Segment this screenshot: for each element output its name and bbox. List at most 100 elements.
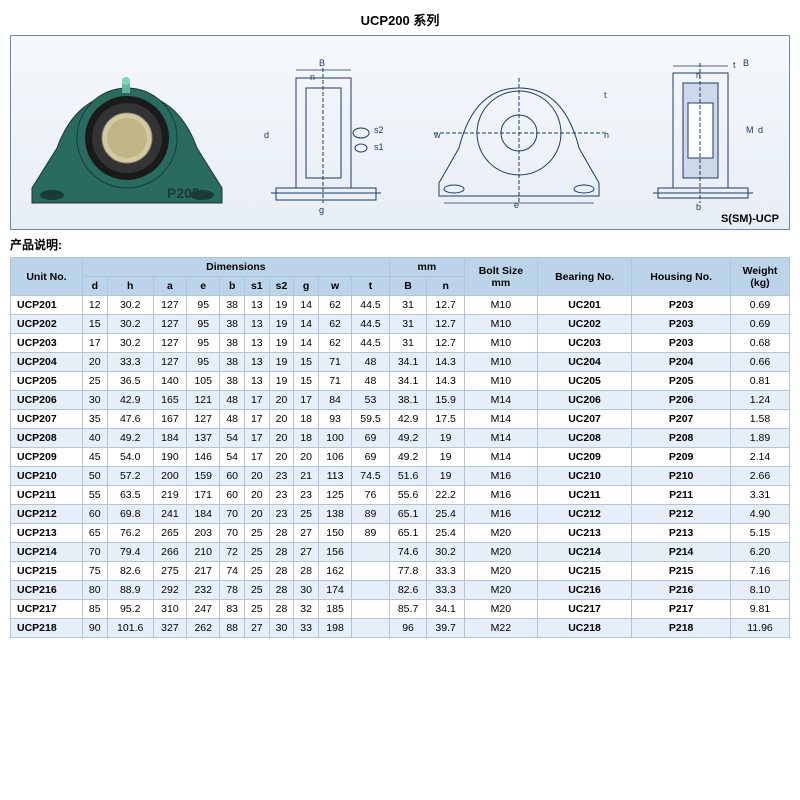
col-a: a (153, 277, 186, 296)
cell-B: 49.2 (389, 429, 427, 448)
table-row: UCP2147079.42662107225282715674.630.2M20… (11, 543, 790, 562)
cell-a: 190 (153, 448, 186, 467)
cell-housing: P207 (632, 410, 731, 429)
cell-d: 30 (82, 391, 107, 410)
cell-bolt: M16 (464, 467, 537, 486)
cell-bearing: UC212 (537, 505, 631, 524)
cell-g: 17 (294, 391, 319, 410)
schematic-side: h t e a w (424, 48, 614, 218)
cell-s1: 17 (245, 429, 270, 448)
cell-B: 82.6 (389, 581, 427, 600)
cell-s1: 25 (245, 581, 270, 600)
cell-n: 19 (427, 448, 465, 467)
cell-B: 65.1 (389, 505, 427, 524)
cell-h: 82.6 (107, 562, 153, 581)
cell-e: 203 (187, 524, 220, 543)
cell-bolt: M10 (464, 353, 537, 372)
cell-B: 74.6 (389, 543, 427, 562)
cell-e: 127 (187, 410, 220, 429)
cell-a: 127 (153, 296, 186, 315)
cell-a: 310 (153, 600, 186, 619)
cell-s1: 25 (245, 562, 270, 581)
cell-bearing: UC208 (537, 429, 631, 448)
cell-bearing: UC211 (537, 486, 631, 505)
cell-a: 140 (153, 372, 186, 391)
cell-a: 127 (153, 353, 186, 372)
cell-d: 15 (82, 315, 107, 334)
cell-bolt: M14 (464, 410, 537, 429)
cell-n: 19 (427, 429, 465, 448)
cell-s2: 28 (269, 524, 294, 543)
cell-b: 54 (220, 448, 245, 467)
cell-h: 76.2 (107, 524, 153, 543)
cell-B: 77.8 (389, 562, 427, 581)
cell-e: 184 (187, 505, 220, 524)
cell-s2: 23 (269, 467, 294, 486)
schematic-front: B n s2 s1 d g (246, 48, 411, 218)
cell-g: 20 (294, 448, 319, 467)
cell-B: 49.2 (389, 448, 427, 467)
cell-e: 105 (187, 372, 220, 391)
cell-n: 12.7 (427, 334, 465, 353)
cell-s1: 20 (245, 505, 270, 524)
spec-table: Unit No. Dimensions mm Bolt Sizemm Beari… (10, 257, 790, 638)
cell-a: 165 (153, 391, 186, 410)
cell-n: 12.7 (427, 296, 465, 315)
cell-weight: 0.69 (731, 315, 790, 334)
col-b: b (220, 277, 245, 296)
page-title: UCP200 系列 (10, 10, 790, 29)
cell-bolt: M20 (464, 562, 537, 581)
cell-t (352, 543, 390, 562)
cell-w: 198 (318, 619, 351, 638)
cell-t: 59.5 (352, 410, 390, 429)
col-dimensions: Dimensions (82, 258, 389, 277)
cell-e: 95 (187, 296, 220, 315)
cell-s1: 27 (245, 619, 270, 638)
cell-B: 42.9 (389, 410, 427, 429)
cell-unit: UCP210 (11, 467, 83, 486)
cell-bolt: M10 (464, 334, 537, 353)
cell-g: 23 (294, 486, 319, 505)
cell-h: 63.5 (107, 486, 153, 505)
cell-bolt: M14 (464, 391, 537, 410)
cell-s2: 20 (269, 448, 294, 467)
cell-weight: 2.66 (731, 467, 790, 486)
cell-n: 22.2 (427, 486, 465, 505)
cell-w: 185 (318, 600, 351, 619)
cell-unit: UCP209 (11, 448, 83, 467)
cell-s2: 28 (269, 543, 294, 562)
cell-b: 38 (220, 372, 245, 391)
svg-text:n: n (696, 71, 700, 80)
cell-g: 30 (294, 581, 319, 600)
svg-text:B: B (743, 58, 749, 68)
cell-t: 76 (352, 486, 390, 505)
cell-B: 85.7 (389, 600, 427, 619)
cell-bearing: UC217 (537, 600, 631, 619)
table-row: UCP2105057.22001596020232111374.551.619M… (11, 467, 790, 486)
cell-unit: UCP204 (11, 353, 83, 372)
cell-w: 71 (318, 372, 351, 391)
cell-weight: 2.14 (731, 448, 790, 467)
cell-s1: 25 (245, 600, 270, 619)
cell-s2: 19 (269, 296, 294, 315)
cell-b: 48 (220, 391, 245, 410)
cell-b: 78 (220, 581, 245, 600)
col-g: g (294, 277, 319, 296)
cell-n: 14.3 (427, 353, 465, 372)
cell-weight: 7.16 (731, 562, 790, 581)
cell-b: 72 (220, 543, 245, 562)
cell-s1: 13 (245, 372, 270, 391)
cell-t: 44.5 (352, 296, 390, 315)
cell-bolt: M20 (464, 600, 537, 619)
cell-w: 174 (318, 581, 351, 600)
cell-a: 292 (153, 581, 186, 600)
cell-bolt: M10 (464, 315, 537, 334)
cell-h: 69.8 (107, 505, 153, 524)
cell-t: 69 (352, 429, 390, 448)
svg-text:t: t (733, 60, 736, 70)
col-unit: Unit No. (11, 258, 83, 296)
cell-housing: P203 (632, 334, 731, 353)
cell-n: 25.4 (427, 505, 465, 524)
cell-weight: 1.58 (731, 410, 790, 429)
cell-b: 83 (220, 600, 245, 619)
